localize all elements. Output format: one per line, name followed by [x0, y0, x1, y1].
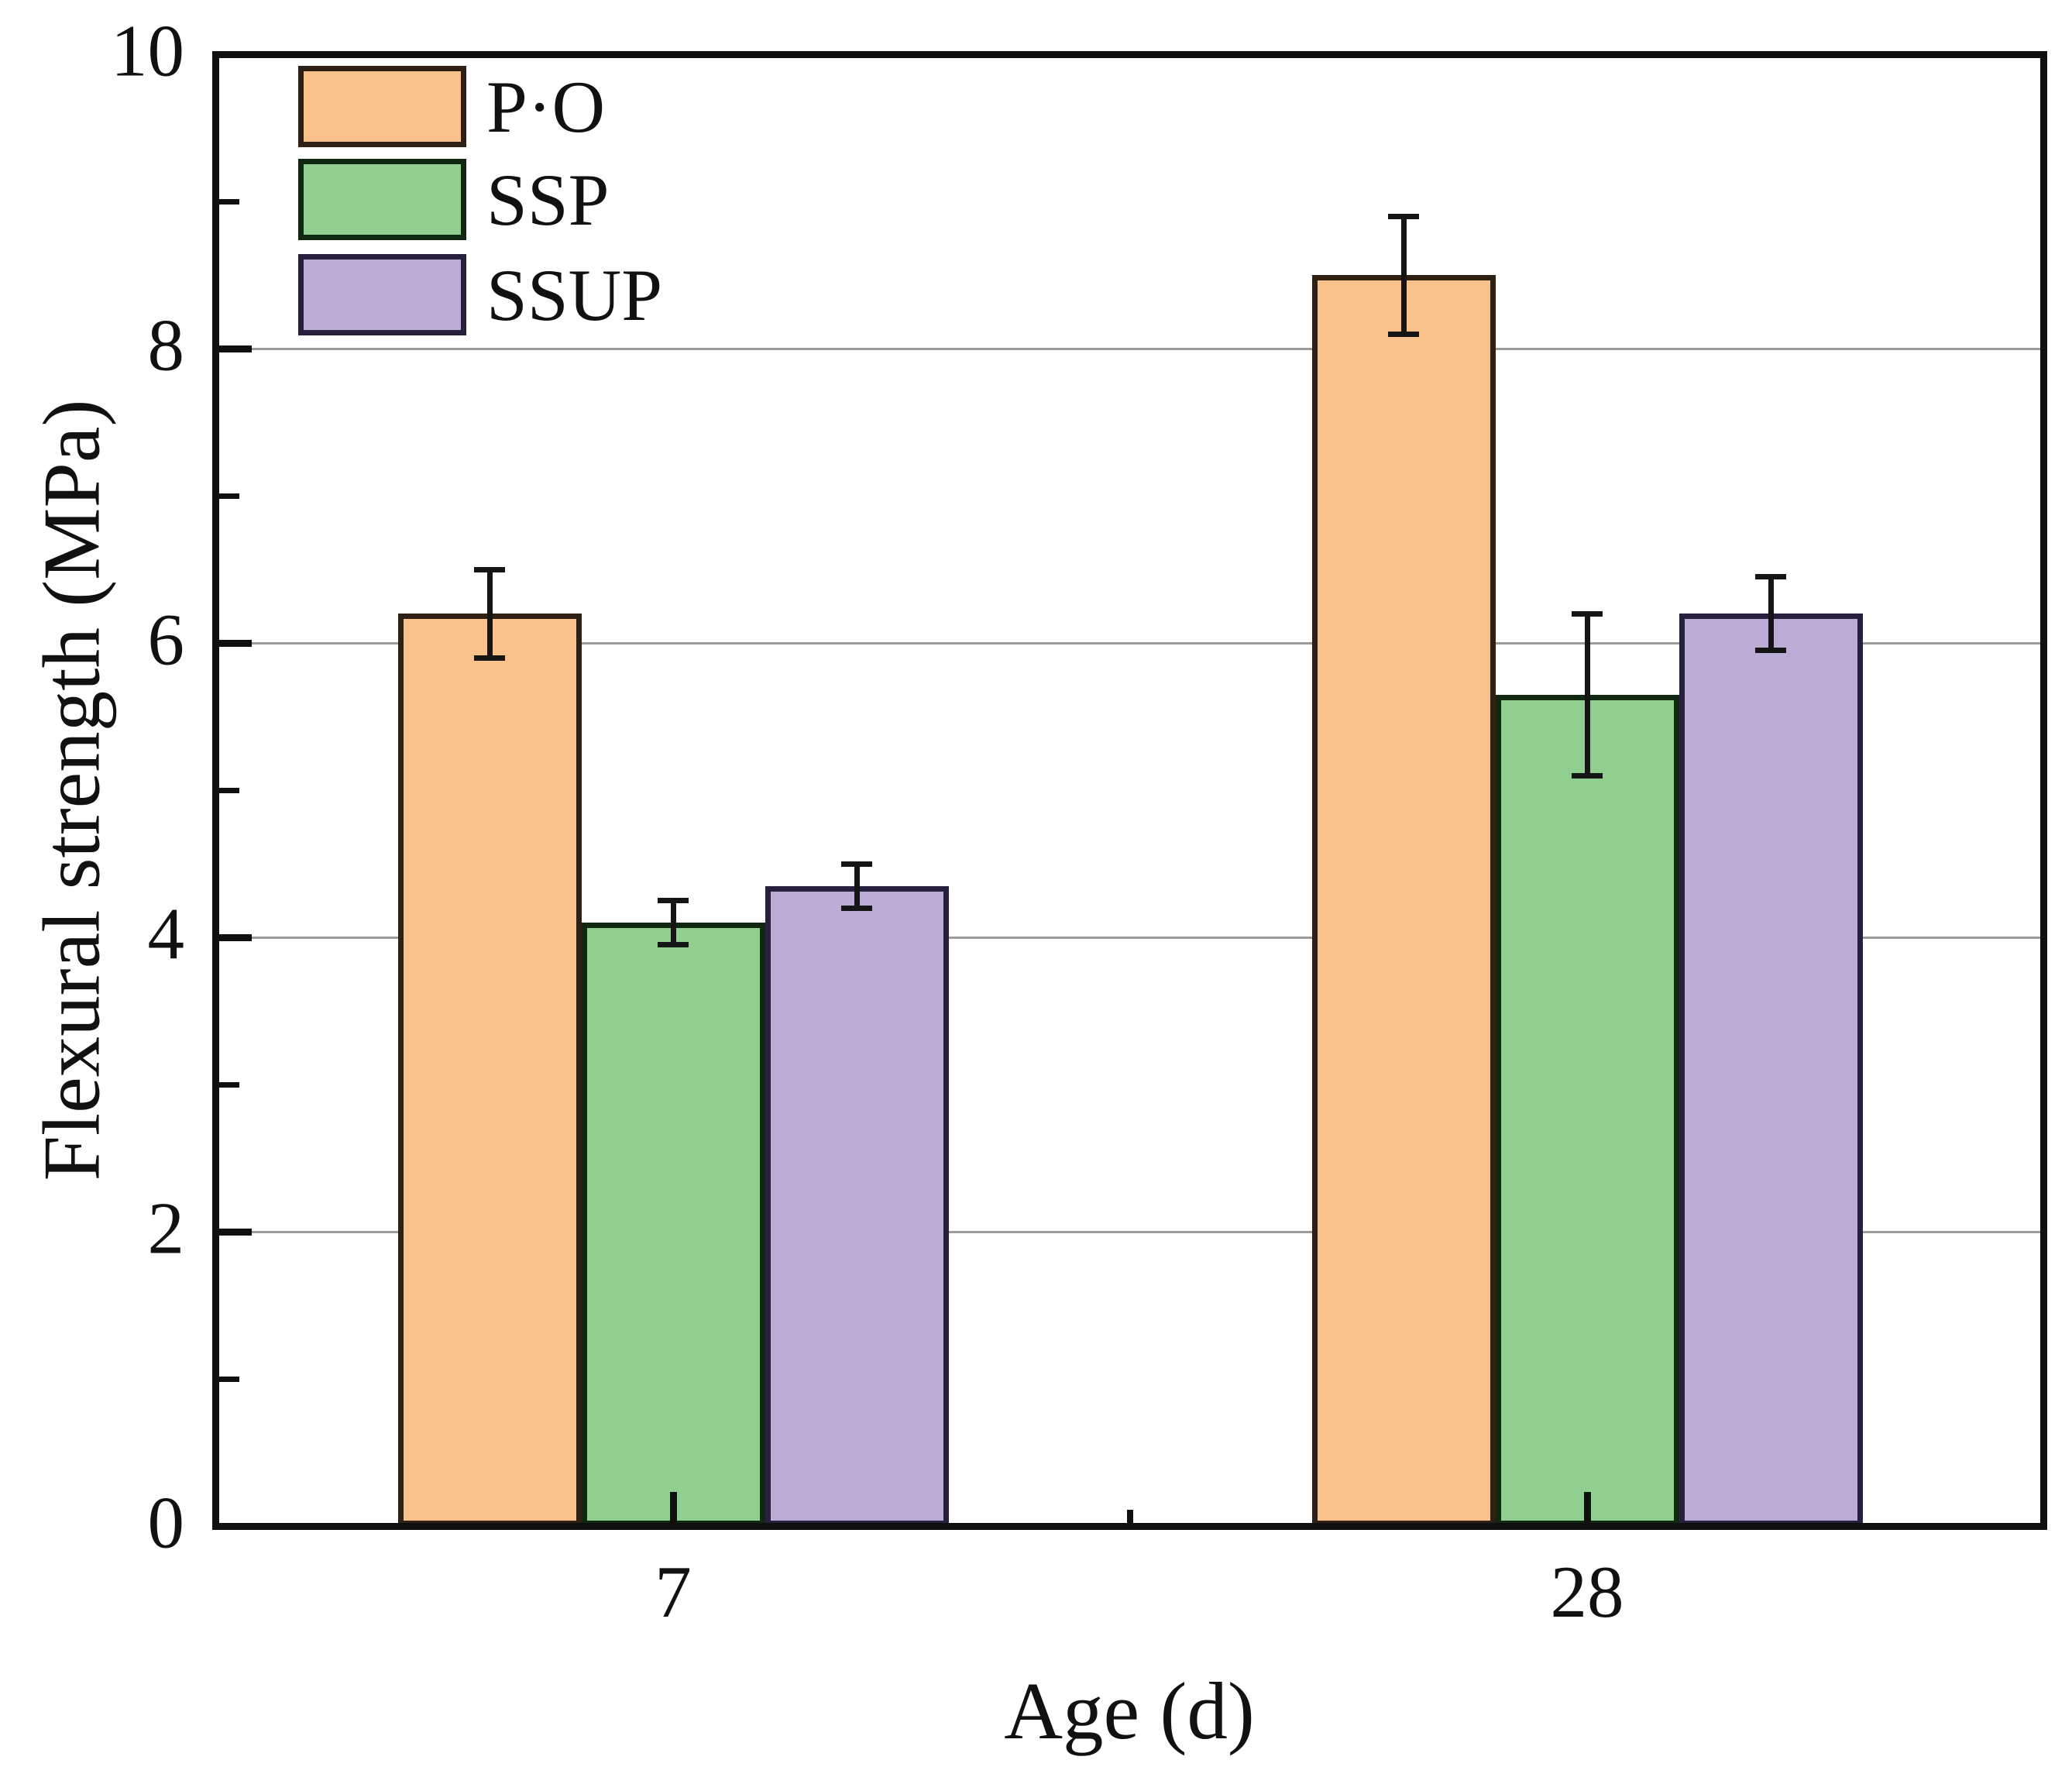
gridline-y-4 — [218, 936, 2040, 939]
y-major-tick-2 — [218, 1228, 252, 1236]
bar-po-7d — [397, 614, 582, 1526]
x-major-tick-28 — [1583, 1491, 1591, 1523]
x-axis-title: Age (d) — [1004, 1665, 1255, 1756]
gridline-y-2 — [218, 1230, 2040, 1233]
y-axis-title: Flexural strength (MPa) — [26, 399, 117, 1181]
legend-label-po: P·O — [486, 65, 606, 148]
error-bar-cap-bottom — [1755, 648, 1786, 653]
x-tick-label-7: 7 — [655, 1551, 692, 1633]
error-bar-stem — [670, 900, 676, 945]
y-tick-label-8: 8 — [147, 304, 185, 387]
error-bar-stem — [1584, 614, 1590, 775]
error-bar-stem — [1400, 216, 1407, 334]
error-bar-stem — [1768, 576, 1774, 651]
error-bar-cap-bottom — [841, 905, 872, 911]
legend-swatch-po — [298, 66, 466, 147]
y-minor-tick-3 — [218, 1081, 239, 1088]
y-tick-label-2: 2 — [147, 1187, 185, 1270]
y-tick-label-4: 4 — [147, 892, 185, 975]
y-major-tick-8 — [218, 345, 252, 352]
y-tick-label-0: 0 — [147, 1481, 185, 1564]
error-bar-cap-bottom — [658, 942, 689, 947]
bar-ssp-28d — [1495, 694, 1679, 1526]
y-major-tick-4 — [218, 933, 252, 941]
y-minor-tick-5 — [218, 787, 239, 793]
legend-label-ssp: SSP — [486, 158, 610, 241]
error-bar-cap-top — [1572, 610, 1603, 617]
error-bar-cap-bottom — [474, 655, 505, 661]
x-major-tick-7 — [669, 1491, 677, 1523]
error-bar-cap-top — [1755, 574, 1786, 579]
y-tick-label-6: 6 — [147, 598, 185, 681]
error-bar-cap-top — [1388, 213, 1419, 219]
error-bar-cap-bottom — [1388, 331, 1419, 337]
bar-ssp-7d — [581, 923, 765, 1526]
error-bar-cap-bottom — [1572, 772, 1603, 779]
y-minor-tick-7 — [218, 493, 239, 499]
error-bar-stem — [854, 864, 860, 908]
y-tick-label-10: 10 — [111, 9, 184, 92]
error-bar-cap-top — [474, 566, 505, 572]
legend-swatch-ssup — [298, 254, 466, 335]
error-bar-cap-top — [841, 861, 872, 867]
y-minor-tick-1 — [218, 1376, 239, 1382]
x-tick-label-28: 28 — [1550, 1551, 1624, 1633]
error-bar-cap-top — [658, 898, 689, 903]
y-minor-tick-9 — [218, 198, 239, 205]
bar-po-28d — [1311, 275, 1496, 1526]
error-bar-stem — [486, 569, 493, 658]
bar-ssup-7d — [765, 885, 949, 1526]
bar-ssup-28d — [1679, 614, 1863, 1526]
legend-label-ssup: SSUP — [486, 253, 663, 336]
x-minor-tick-mid — [1127, 1509, 1133, 1523]
y-major-tick-6 — [218, 639, 252, 647]
legend-swatch-ssp — [298, 159, 466, 240]
gridline-y-8 — [218, 347, 2040, 350]
gridline-y-6 — [218, 641, 2040, 645]
